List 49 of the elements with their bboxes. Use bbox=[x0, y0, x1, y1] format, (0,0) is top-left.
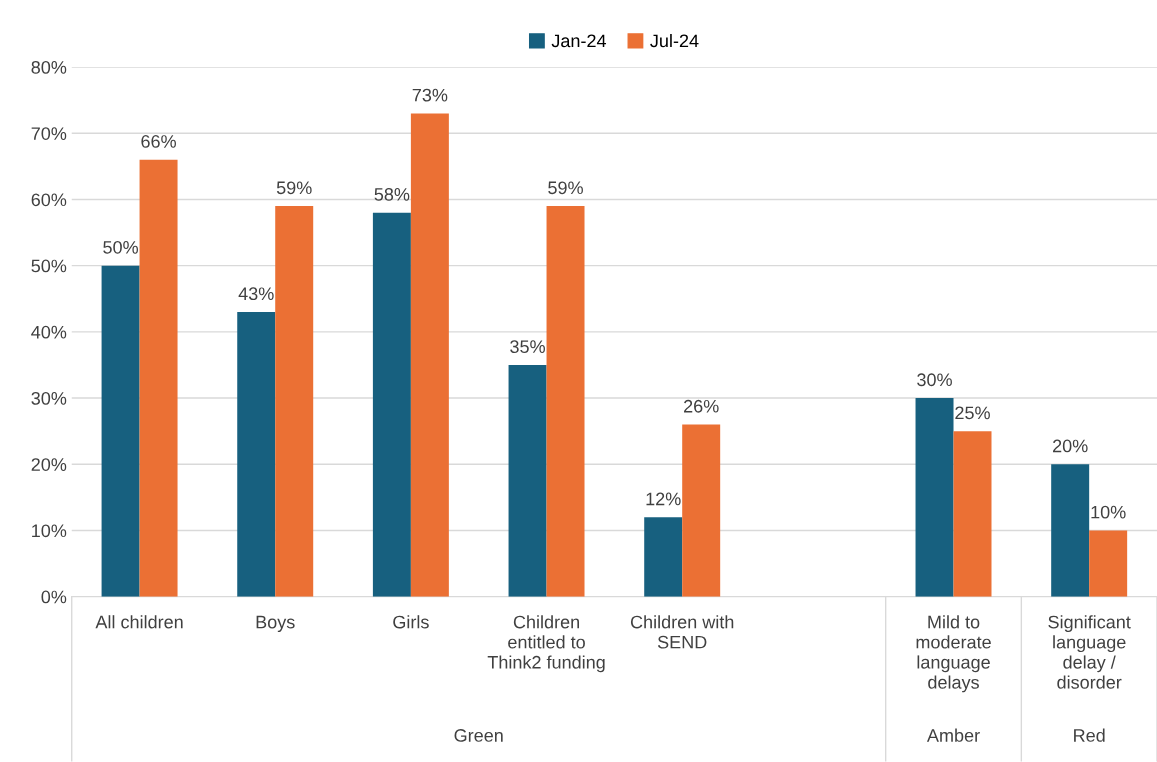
text: Red bbox=[1074, 728, 1105, 742]
data-label: 10% bbox=[1091, 505, 1126, 519]
bar bbox=[1089, 530, 1128, 597]
y-tick-label: 20% bbox=[31, 458, 67, 471]
legend-label: Jul-24 bbox=[650, 33, 699, 48]
legend-label: Jan-24 bbox=[551, 34, 607, 48]
x-tick-label: Significant language delay / disorder bbox=[1048, 615, 1131, 689]
data-label: 35% bbox=[510, 340, 545, 354]
bar bbox=[508, 364, 547, 597]
y-tick-label: 40% bbox=[31, 325, 67, 339]
x-tick-label: Boys bbox=[256, 615, 295, 633]
x-tick-label: Girls bbox=[393, 615, 429, 629]
data-label: 59% bbox=[276, 181, 312, 195]
data-label: 66% bbox=[141, 135, 176, 148]
y-tick-label: 10% bbox=[32, 524, 67, 538]
text: Green bbox=[454, 729, 503, 742]
data-label: 20% bbox=[1053, 439, 1088, 453]
data-label: 43% bbox=[238, 287, 274, 301]
y-tick-label: 70% bbox=[31, 127, 67, 140]
x-tick-label: Children with SEND bbox=[630, 615, 734, 649]
bar bbox=[546, 206, 585, 597]
y-tick-label: 80% bbox=[31, 60, 67, 74]
x-tick-label: Mild to moderate language delays bbox=[916, 615, 991, 693]
x-tick-label: Children entitled to Think2 funding bbox=[487, 615, 605, 673]
bar bbox=[410, 113, 449, 597]
bar bbox=[953, 431, 992, 597]
data-label: 59% bbox=[548, 181, 583, 195]
data-label: 26% bbox=[684, 399, 719, 413]
data-label: 58% bbox=[374, 188, 410, 201]
text: Amber bbox=[926, 728, 980, 742]
x-tick-label: All children bbox=[95, 615, 183, 629]
data-label: 25% bbox=[955, 406, 990, 420]
data-label: 30% bbox=[917, 373, 952, 387]
y-tick-label: 60% bbox=[31, 193, 67, 207]
data-label: 12% bbox=[646, 492, 681, 506]
bar bbox=[644, 517, 683, 597]
y-tick-label: 0% bbox=[41, 590, 67, 604]
bar bbox=[139, 159, 178, 597]
bar bbox=[915, 398, 954, 597]
bar bbox=[682, 424, 721, 597]
bar bbox=[1051, 464, 1090, 597]
y-tick-label: 30% bbox=[31, 391, 67, 405]
bar bbox=[237, 311, 276, 597]
bar bbox=[275, 206, 314, 597]
data-label: 50% bbox=[103, 240, 138, 254]
bar bbox=[101, 265, 140, 597]
data-label: 73% bbox=[412, 88, 448, 102]
y-tick-label: 50% bbox=[31, 259, 67, 273]
bar bbox=[372, 212, 411, 597]
